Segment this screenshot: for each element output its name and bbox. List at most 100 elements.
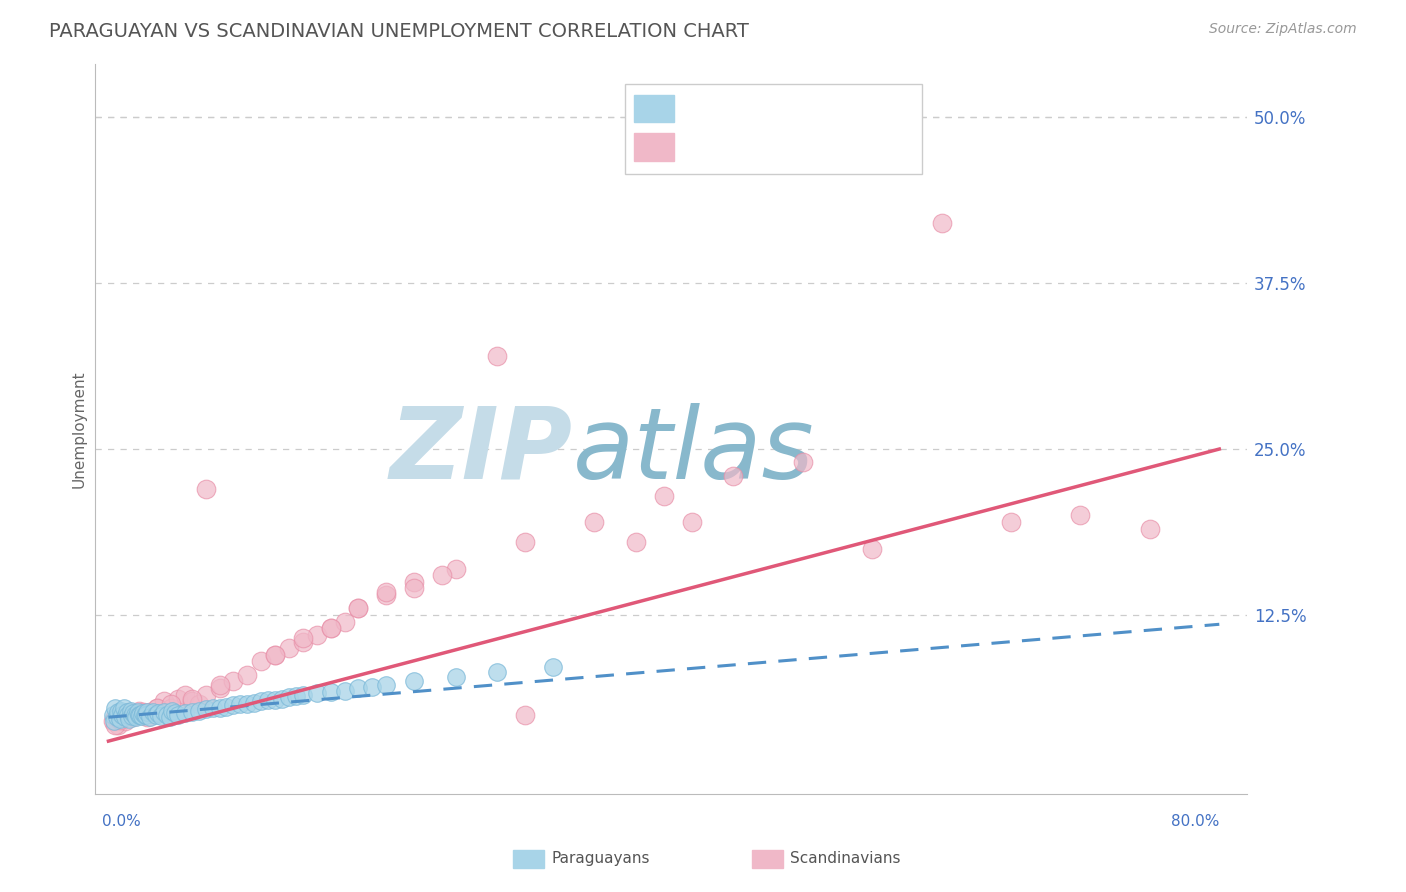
Point xyxy=(107,705,129,719)
Point xyxy=(103,714,125,729)
Point xyxy=(156,707,179,722)
Point xyxy=(180,691,202,706)
Point xyxy=(257,693,280,707)
Point xyxy=(105,710,128,724)
Point xyxy=(513,707,536,722)
Point xyxy=(723,468,745,483)
Point xyxy=(104,701,127,715)
Point xyxy=(236,697,259,711)
Point xyxy=(375,678,398,692)
Y-axis label: Unemployment: Unemployment xyxy=(72,370,86,488)
Point xyxy=(128,707,150,722)
Text: N = 42: N = 42 xyxy=(810,139,863,154)
Point xyxy=(132,707,155,722)
Point xyxy=(187,704,209,718)
Point xyxy=(136,710,159,724)
Point xyxy=(142,705,165,719)
Point xyxy=(652,489,675,503)
Point xyxy=(132,705,155,719)
Point xyxy=(333,683,356,698)
Point xyxy=(167,707,190,722)
Point xyxy=(125,710,148,724)
Text: 80.0%: 80.0% xyxy=(1171,814,1219,830)
FancyBboxPatch shape xyxy=(634,133,675,161)
Point xyxy=(271,691,294,706)
Point xyxy=(132,706,155,721)
Point xyxy=(486,349,509,363)
Point xyxy=(128,704,150,718)
Text: PARAGUAYAN VS SCANDINAVIAN UNEMPLOYMENT CORRELATION CHART: PARAGUAYAN VS SCANDINAVIAN UNEMPLOYMENT … xyxy=(49,22,749,41)
Point xyxy=(291,634,314,648)
Point xyxy=(1069,508,1091,523)
Point xyxy=(375,588,398,602)
Point xyxy=(402,574,425,589)
Point xyxy=(124,707,146,722)
Text: Source: ZipAtlas.com: Source: ZipAtlas.com xyxy=(1209,22,1357,37)
Text: R = 0.104: R = 0.104 xyxy=(686,101,763,116)
Point xyxy=(135,707,157,722)
Point xyxy=(264,693,287,707)
Point xyxy=(208,701,231,715)
Point xyxy=(194,702,217,716)
FancyBboxPatch shape xyxy=(634,95,675,122)
Point xyxy=(111,707,134,722)
FancyBboxPatch shape xyxy=(624,84,922,175)
Text: N = 65: N = 65 xyxy=(810,101,863,116)
Point xyxy=(146,701,169,715)
Point xyxy=(624,535,647,549)
Point xyxy=(146,701,169,715)
Point xyxy=(319,621,342,635)
Point xyxy=(236,667,259,681)
Text: R = 0.417: R = 0.417 xyxy=(686,139,763,154)
Point xyxy=(229,697,252,711)
Point xyxy=(150,709,173,723)
Point xyxy=(402,582,425,596)
Point xyxy=(194,688,217,702)
Point xyxy=(264,648,287,662)
Point xyxy=(120,704,142,718)
Point xyxy=(291,688,314,702)
Point xyxy=(125,707,148,722)
Point xyxy=(122,706,145,721)
Point xyxy=(115,705,138,719)
Point xyxy=(284,689,307,703)
Point xyxy=(101,707,124,722)
Point xyxy=(162,704,184,718)
Point xyxy=(160,697,183,711)
Point xyxy=(107,718,129,732)
Point xyxy=(243,696,266,710)
Point xyxy=(136,705,159,719)
Point xyxy=(104,718,127,732)
Point xyxy=(291,631,314,645)
Point xyxy=(127,705,149,719)
Point xyxy=(208,678,231,692)
Point xyxy=(131,709,153,723)
Point xyxy=(222,698,245,713)
Point xyxy=(139,705,162,719)
Point xyxy=(250,694,273,708)
Point xyxy=(430,568,453,582)
Text: Paraguayans: Paraguayans xyxy=(551,852,650,866)
Point xyxy=(167,691,190,706)
Point xyxy=(250,655,273,669)
Point xyxy=(153,705,176,719)
Point xyxy=(180,694,202,708)
Point xyxy=(165,706,187,721)
Point xyxy=(444,561,467,575)
Point xyxy=(129,707,152,722)
Point xyxy=(513,535,536,549)
Point xyxy=(375,585,398,599)
Point xyxy=(402,674,425,689)
Point xyxy=(347,601,370,615)
Point xyxy=(114,710,136,724)
Point xyxy=(121,709,143,723)
Point xyxy=(222,674,245,689)
Point xyxy=(319,621,342,635)
Point xyxy=(111,707,134,722)
Point xyxy=(122,710,145,724)
Point xyxy=(180,705,202,719)
Point xyxy=(108,713,131,727)
Point xyxy=(860,541,883,556)
Point xyxy=(145,707,167,722)
Point xyxy=(118,705,141,719)
